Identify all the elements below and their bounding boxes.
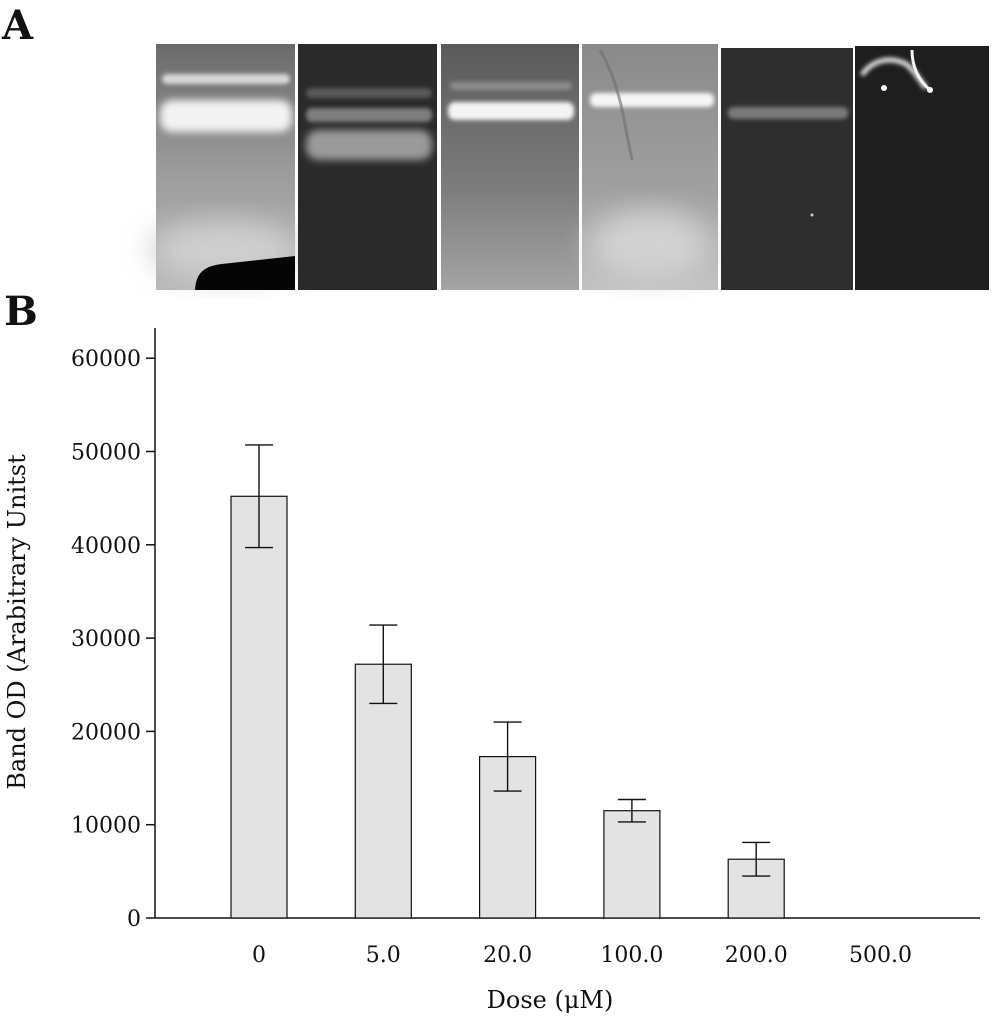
chart-axes <box>154 328 980 919</box>
gel-lane-3 <box>441 44 579 290</box>
error-bar <box>245 444 273 549</box>
gel-lane-4 <box>582 44 718 290</box>
y-axis-label: Band OD (Arabitrary Unitst <box>3 454 31 790</box>
x-tick-label: 20.0 <box>483 943 532 968</box>
panel-a-label: A <box>2 2 34 49</box>
x-tick-label: 200.0 <box>725 943 788 968</box>
x-tick-label: 5.0 <box>366 943 401 968</box>
x-axis-ticks: 0 5.0 20.0 100.0 200.0 500.0 <box>252 943 912 968</box>
y-tick-label: 30000 <box>71 627 141 652</box>
bar <box>354 663 412 919</box>
gel-image <box>150 44 989 290</box>
gel-lane-5 <box>721 48 853 290</box>
x-tick-label: 500.0 <box>849 943 912 968</box>
bar-chart: 0 10000 20000 30000 40000 50000 60000 0 5.0 20.0… <box>3 328 980 1014</box>
y-tick-label: 10000 <box>71 814 141 839</box>
error-bar <box>493 721 522 792</box>
chart-bars <box>230 495 785 919</box>
panel-b-label: B <box>4 288 38 335</box>
bar <box>230 495 288 919</box>
y-tick-label: 60000 <box>71 347 141 372</box>
y-axis-ticks: 0 10000 20000 30000 40000 50000 60000 <box>71 347 155 932</box>
y-tick-label: 40000 <box>71 534 141 559</box>
y-tick-label: 20000 <box>71 720 141 745</box>
x-axis-label: Dose (μM) <box>487 986 614 1014</box>
bar <box>603 810 661 919</box>
gel-lane-6 <box>855 46 989 290</box>
y-tick-label: 0 <box>127 907 141 932</box>
gel-lane-2 <box>298 44 437 290</box>
chart-error-bars <box>245 444 771 877</box>
x-tick-label: 100.0 <box>600 943 663 968</box>
y-tick-label: 50000 <box>71 441 141 466</box>
x-tick-label: 0 <box>252 943 266 968</box>
error-bar <box>617 798 646 823</box>
error-bar <box>742 841 771 877</box>
error-bar <box>369 624 398 705</box>
gel-lane-1 <box>150 44 300 290</box>
